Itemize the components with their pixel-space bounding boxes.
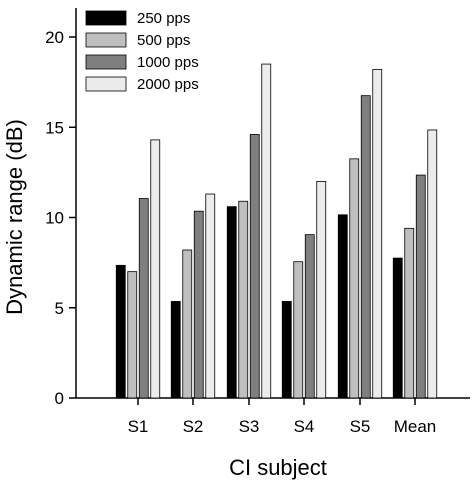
bar-s2-2000-pps — [205, 193, 216, 399]
x-axis-title: CI subject — [229, 455, 327, 480]
bar-s5-500-pps — [349, 158, 360, 399]
y-tick-label: 15 — [45, 118, 64, 137]
chart-bars — [115, 63, 438, 399]
y-tick-label: 0 — [55, 389, 64, 408]
bar-mean-250-pps — [392, 257, 403, 399]
legend-label: 500 pps — [137, 32, 190, 49]
bar-s1-1000-pps — [138, 198, 149, 399]
bar-s2-1000-pps — [193, 210, 204, 399]
y-tick-labels: 0 5 10 15 20 — [45, 28, 64, 408]
bar-s1-250-pps — [115, 264, 126, 399]
bar-mean-1000-pps — [415, 174, 426, 399]
bar-mean-500-pps — [404, 227, 415, 399]
legend-label: 250 pps — [137, 10, 190, 27]
bar-s1-2000-pps — [150, 139, 161, 399]
legend-swatch — [85, 54, 127, 70]
bar-s3-500-pps — [238, 200, 249, 399]
bar-s2-500-pps — [182, 249, 193, 399]
bar-mean-2000-pps — [427, 129, 438, 399]
x-tick-label: S2 — [183, 417, 204, 436]
bar-s4-250-pps — [281, 301, 292, 399]
bar-s4-2000-pps — [316, 180, 327, 399]
bar-s1-500-pps — [127, 271, 138, 399]
y-axis-title: Dynamic range (dB) — [2, 119, 27, 315]
y-tick-label: 20 — [45, 28, 64, 47]
bar-s5-1000-pps — [360, 95, 371, 399]
x-tick-label: S1 — [128, 417, 149, 436]
bar-s3-250-pps — [226, 206, 237, 399]
legend-label: 1000 pps — [137, 54, 199, 71]
bar-s5-250-pps — [337, 214, 348, 399]
bar-s4-1000-pps — [304, 234, 315, 399]
x-tick-label: Mean — [394, 417, 437, 436]
bar-s4-500-pps — [293, 261, 304, 399]
legend-swatch — [85, 76, 127, 92]
x-tick-label: S3 — [239, 417, 260, 436]
x-tick-label: S4 — [294, 417, 315, 436]
bar-s2-250-pps — [170, 301, 181, 399]
legend-label: 2000 pps — [137, 76, 199, 93]
legend-swatch — [85, 10, 127, 26]
chart-legend: 250 pps 500 pps 1000 pps 2000 pps — [85, 10, 199, 93]
x-tick-label: S5 — [350, 417, 371, 436]
y-tick-label: 5 — [55, 299, 64, 318]
bar-s5-2000-pps — [372, 69, 383, 399]
x-tick-labels: S1 S2 S3 S4 S5 Mean — [128, 417, 437, 436]
bar-s3-1000-pps — [249, 134, 260, 399]
bar-s3-2000-pps — [261, 63, 272, 399]
legend-swatch — [85, 32, 127, 48]
y-tick-label: 10 — [45, 209, 64, 228]
